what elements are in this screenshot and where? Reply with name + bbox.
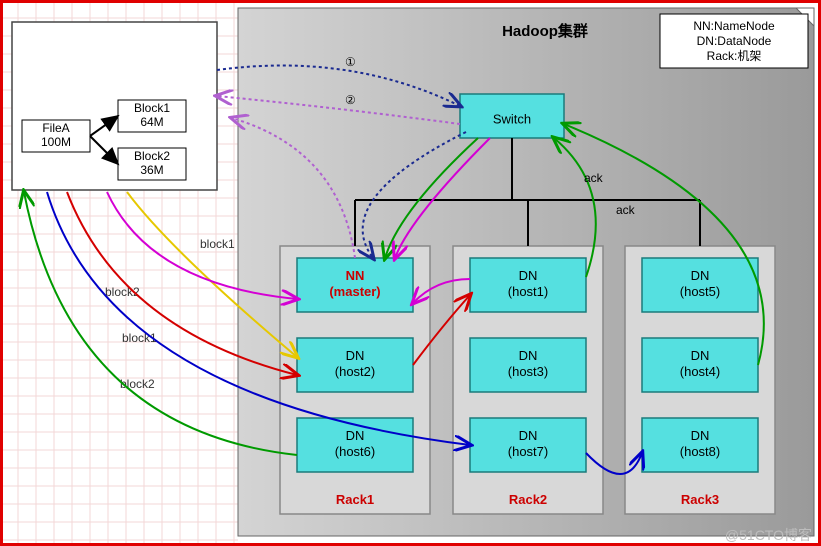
svg-text:①: ① — [345, 55, 356, 69]
svg-text:DN: DN — [519, 268, 538, 283]
svg-text:Block1: Block1 — [134, 101, 170, 115]
svg-text:DN: DN — [691, 348, 710, 363]
watermark: @51CTO博客 — [725, 527, 812, 543]
svg-text:(host2): (host2) — [335, 364, 375, 379]
svg-text:ack: ack — [616, 203, 636, 217]
legend-line: NN:NameNode — [693, 19, 775, 33]
svg-text:36M: 36M — [140, 163, 163, 177]
svg-text:DN: DN — [519, 428, 538, 443]
svg-text:(host4): (host4) — [680, 364, 720, 379]
svg-text:(host1): (host1) — [508, 284, 548, 299]
svg-text:ack: ack — [584, 171, 604, 185]
svg-text:(host7): (host7) — [508, 444, 548, 459]
svg-text:(host8): (host8) — [680, 444, 720, 459]
svg-text:64M: 64M — [140, 115, 163, 129]
svg-text:100M: 100M — [41, 135, 71, 149]
svg-text:DN: DN — [691, 428, 710, 443]
svg-text:Block2: Block2 — [134, 149, 170, 163]
legend-line: Rack:机架 — [707, 49, 762, 63]
svg-text:(host5): (host5) — [680, 284, 720, 299]
svg-text:block1: block1 — [200, 237, 235, 251]
svg-text:(master): (master) — [329, 284, 380, 299]
svg-text:DN: DN — [691, 268, 710, 283]
svg-text:Rack1: Rack1 — [336, 492, 374, 507]
cluster-title: Hadoop集群 — [502, 22, 588, 40]
svg-text:②: ② — [345, 93, 356, 107]
svg-text:DN: DN — [519, 348, 538, 363]
svg-text:Switch: Switch — [493, 111, 531, 126]
svg-text:Rack3: Rack3 — [681, 492, 719, 507]
svg-text:(host3): (host3) — [508, 364, 548, 379]
svg-text:Rack2: Rack2 — [509, 492, 547, 507]
svg-text:DN: DN — [346, 428, 365, 443]
svg-text:block2: block2 — [120, 377, 155, 391]
svg-text:(host6): (host6) — [335, 444, 375, 459]
legend-line: DN:DataNode — [697, 34, 772, 48]
svg-text:DN: DN — [346, 348, 365, 363]
diagram-canvas: Win7 ClientHadoop集群NN:NameNodeDN:DataNod… — [0, 0, 821, 546]
svg-text:FileA: FileA — [42, 121, 69, 135]
svg-text:NN: NN — [346, 268, 365, 283]
